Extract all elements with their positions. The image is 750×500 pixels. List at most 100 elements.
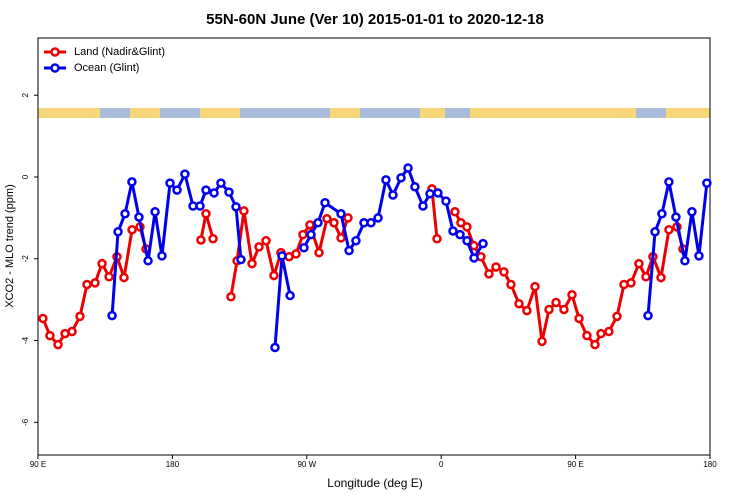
point	[343, 213, 353, 223]
point	[506, 279, 516, 290]
point	[270, 342, 280, 353]
point	[45, 330, 55, 341]
point	[514, 298, 524, 309]
y-tick-label: 2	[21, 92, 30, 97]
point	[657, 209, 667, 219]
legend-marker	[50, 63, 60, 73]
point	[604, 326, 614, 337]
point	[664, 224, 674, 235]
legend-label: Ocean (Glint)	[74, 62, 139, 74]
point	[373, 213, 383, 223]
point	[590, 339, 600, 350]
point	[247, 258, 257, 269]
y-axis-label: XCO2 - MLO trend (ppm)	[4, 184, 16, 307]
point	[322, 213, 332, 224]
point	[522, 305, 532, 316]
point	[90, 278, 100, 288]
chart-title: 55N-60N June (Ver 10) 2015-01-01 to 2020…	[206, 11, 544, 28]
legend-label: Land (Nadir&Glint)	[74, 46, 165, 58]
point	[261, 236, 271, 246]
point	[305, 220, 315, 230]
point	[127, 224, 137, 235]
point	[551, 297, 561, 308]
point	[418, 201, 428, 211]
point	[484, 269, 494, 279]
point	[254, 242, 264, 252]
point	[127, 177, 137, 187]
y-tick-label: 0	[21, 174, 30, 179]
plot-frame	[37, 37, 711, 456]
point	[107, 310, 117, 321]
point	[582, 330, 592, 341]
point	[441, 196, 451, 206]
point	[120, 209, 130, 219]
point	[687, 207, 697, 217]
point	[291, 249, 301, 259]
x-tick-label: 0	[439, 460, 444, 469]
point	[432, 233, 442, 244]
point	[499, 267, 509, 277]
point	[224, 187, 234, 197]
point	[574, 313, 584, 324]
x-tick-label: 90 W	[297, 460, 316, 469]
point	[75, 311, 85, 322]
point	[216, 178, 226, 188]
point	[596, 328, 606, 339]
point	[196, 235, 206, 245]
point	[403, 163, 413, 173]
point	[113, 227, 123, 237]
point	[313, 218, 323, 228]
point	[336, 233, 346, 243]
point	[201, 185, 211, 195]
point	[344, 245, 354, 256]
point	[180, 169, 190, 179]
point	[119, 272, 129, 283]
point	[285, 290, 295, 301]
point	[544, 304, 554, 315]
point	[320, 198, 330, 208]
x-tick-label: 180	[166, 460, 180, 469]
point	[491, 262, 501, 272]
point	[559, 304, 569, 315]
point	[314, 247, 324, 258]
point	[351, 236, 361, 246]
point	[67, 326, 77, 337]
point	[150, 207, 160, 217]
point	[209, 188, 219, 198]
point	[537, 336, 547, 347]
point	[236, 254, 246, 265]
point	[172, 185, 182, 195]
point	[201, 209, 211, 219]
point	[694, 251, 704, 261]
point	[366, 218, 376, 228]
point	[425, 189, 435, 199]
point	[53, 339, 63, 350]
point	[208, 233, 218, 244]
point	[650, 227, 660, 237]
point	[702, 178, 712, 188]
point	[226, 292, 236, 302]
x-tick-label: 90 E	[30, 460, 46, 469]
point	[450, 207, 460, 217]
y-tick-label: -4	[21, 336, 30, 344]
point	[641, 272, 651, 282]
point	[97, 258, 107, 269]
point	[664, 177, 674, 187]
point	[462, 236, 472, 246]
point	[671, 212, 681, 222]
y-tick-label: -2	[21, 255, 30, 263]
point	[134, 212, 144, 222]
point	[195, 201, 205, 211]
point	[396, 173, 406, 183]
point	[462, 222, 472, 232]
point	[567, 289, 577, 300]
point	[165, 178, 175, 188]
point	[336, 209, 346, 219]
legend-marker	[50, 47, 60, 57]
point	[298, 229, 308, 240]
point	[306, 229, 316, 240]
point	[456, 218, 466, 228]
point	[478, 238, 488, 249]
point	[82, 279, 92, 290]
